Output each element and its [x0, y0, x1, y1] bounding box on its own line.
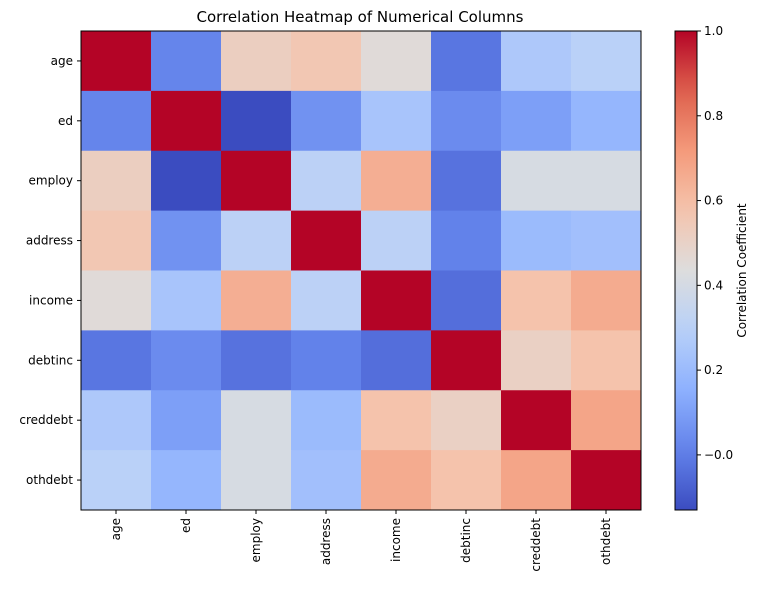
- heatmap-cell: [501, 90, 572, 152]
- y-tick-label: income: [29, 293, 73, 307]
- heatmap-cell: [81, 270, 152, 331]
- heatmap-cell: [501, 450, 572, 511]
- heatmap-cell: [361, 90, 432, 152]
- heatmap-cell: [221, 150, 292, 212]
- colorbar-axis: −0.0 0.2 0.4 0.6 0.8 1.0: [697, 24, 733, 462]
- chart-title: Correlation Heatmap of Numerical Columns: [197, 8, 524, 26]
- heatmap-cell: [221, 270, 292, 331]
- heatmap-cell: [151, 330, 222, 391]
- heatmap-cell: [81, 390, 152, 451]
- heatmap-cell: [81, 90, 152, 152]
- x-tick-label: address: [319, 518, 333, 565]
- heatmap-cell: [221, 31, 292, 92]
- heatmap-cell: [151, 31, 222, 92]
- heatmap-cell: [221, 390, 292, 451]
- heatmap-cell: [501, 210, 572, 272]
- heatmap-cell: [361, 150, 432, 212]
- x-tick-label: income: [389, 518, 403, 562]
- heatmap-cell: [81, 150, 152, 212]
- colorbar: [674, 30, 698, 511]
- heatmap-cell: [361, 270, 432, 331]
- y-tick-label: employ: [29, 174, 73, 188]
- heatmap-cell: [571, 31, 642, 92]
- heatmap-cell: [431, 270, 502, 331]
- heatmap-cell: [151, 150, 222, 212]
- heatmap-cell: [291, 90, 362, 152]
- heatmap-cell: [81, 450, 152, 511]
- y-tick-label: creddebt: [19, 413, 73, 427]
- heatmap-cell: [501, 390, 572, 451]
- y-axis: age ed employ address income debtinc creddebt o…: [19, 54, 81, 487]
- colorbar-tick-label: 0.8: [704, 109, 723, 123]
- heatmap-cell: [151, 270, 222, 331]
- colorbar-tick-label: −0.0: [704, 448, 733, 462]
- heatmap-cell: [81, 210, 152, 272]
- heatmap-cell: [431, 450, 502, 511]
- x-tick-label: ed: [179, 518, 193, 533]
- heatmap-cell: [221, 450, 292, 511]
- y-tick-label: address: [26, 234, 73, 248]
- heatmap-cell: [221, 90, 292, 152]
- heatmap-cell: [291, 31, 362, 92]
- heatmap-cell: [431, 330, 502, 391]
- heatmap-cell: [431, 31, 502, 92]
- heatmap-cell: [501, 31, 572, 92]
- heatmap-cell: [81, 31, 152, 92]
- x-tick-label: age: [109, 518, 123, 540]
- x-tick-label: othdebt: [599, 518, 613, 565]
- heatmap-cell: [571, 270, 642, 331]
- heatmap-cell: [361, 390, 432, 451]
- x-tick-label: creddebt: [529, 518, 543, 572]
- heatmap-cell: [221, 330, 292, 391]
- heatmap-cell: [501, 150, 572, 212]
- heatmap-cell: [151, 390, 222, 451]
- heatmap-cell: [291, 390, 362, 451]
- x-axis: age ed employ address income debtinc creddebt o…: [109, 510, 613, 572]
- heatmap-cell: [291, 450, 362, 511]
- colorbar-tick-label: 0.6: [704, 194, 723, 208]
- heatmap-cell: [291, 330, 362, 391]
- heatmap-cell: [431, 150, 502, 212]
- heatmap-cell: [431, 210, 502, 272]
- colorbar-label: Correlation Coefficient: [735, 203, 749, 338]
- heatmap-cell: [501, 270, 572, 331]
- heatmap-cell: [501, 330, 572, 391]
- heatmap-cell: [431, 390, 502, 451]
- heatmap-cell: [571, 450, 642, 511]
- heatmap-cell: [571, 150, 642, 212]
- heatmap-cell: [291, 210, 362, 272]
- x-tick-label: debtinc: [459, 518, 473, 563]
- colorbar-tick-label: 0.4: [704, 278, 723, 292]
- heatmap-cell: [151, 90, 222, 152]
- plot-frame: [80, 30, 642, 511]
- heatmap-cell: [361, 330, 432, 391]
- colorbar-tick-label: 0.2: [704, 363, 723, 377]
- heatmap-cell: [571, 210, 642, 272]
- y-tick-label: age: [51, 54, 73, 68]
- heatmap-cell: [291, 150, 362, 212]
- colorbar-tick-label: 1.0: [704, 24, 723, 38]
- heatmap-cell: [361, 450, 432, 511]
- heatmap-cell: [571, 90, 642, 152]
- heatmap-cell: [291, 270, 362, 331]
- heatmap-cell: [361, 31, 432, 92]
- heatmap-cell: [151, 210, 222, 272]
- heatmap-cells: [81, 31, 642, 511]
- heatmap-cell: [571, 330, 642, 391]
- heatmap-cell: [431, 90, 502, 152]
- heatmap-cell: [571, 390, 642, 451]
- heatmap-cell: [221, 210, 292, 272]
- y-tick-label: othdebt: [26, 473, 73, 487]
- heatmap-cell: [151, 450, 222, 511]
- heatmap-cell: [361, 210, 432, 272]
- y-tick-label: debtinc: [28, 353, 73, 367]
- heatmap-cell: [81, 330, 152, 391]
- y-tick-label: ed: [58, 114, 73, 128]
- x-tick-label: employ: [249, 518, 263, 562]
